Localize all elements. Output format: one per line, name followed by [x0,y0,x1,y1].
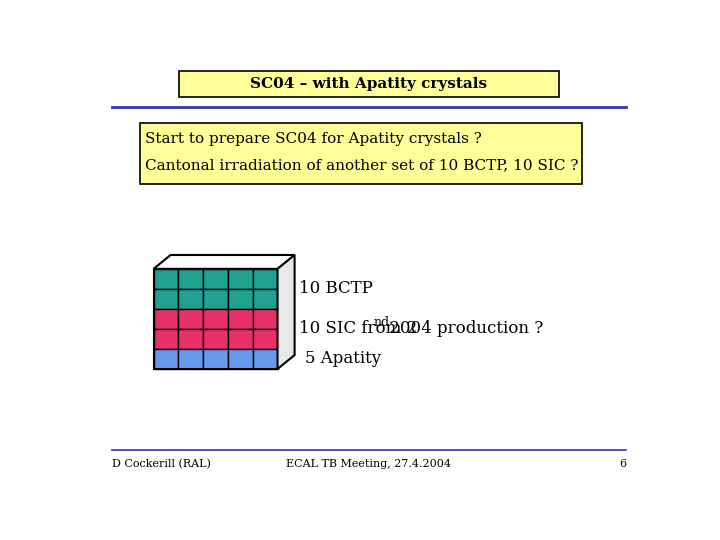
Bar [228,289,253,309]
Text: 10 SIC from 2: 10 SIC from 2 [300,320,418,338]
Bar [203,289,228,309]
Bar [153,269,277,369]
Bar [179,309,203,329]
Bar [179,269,203,289]
Bar [179,329,203,349]
Text: ECAL TB Meeting, 27.4.2004: ECAL TB Meeting, 27.4.2004 [287,458,451,469]
Bar [253,309,277,329]
Bar [203,349,228,369]
Bar [153,289,179,309]
Text: nd: nd [374,316,390,329]
Bar [203,269,228,289]
Text: Cantonal irradiation of another set of 10 BCTP, 10 SIC ?: Cantonal irradiation of another set of 1… [145,159,579,173]
Bar [253,349,277,369]
Text: 5 Apatity: 5 Apatity [305,350,382,367]
Polygon shape [277,255,294,369]
Bar [253,289,277,309]
Polygon shape [153,255,294,269]
Bar [153,269,179,289]
Bar [179,349,203,369]
Bar [153,309,179,329]
Text: 10 BCTP: 10 BCTP [300,280,373,298]
FancyBboxPatch shape [140,123,582,184]
Bar [228,349,253,369]
Bar [153,349,179,369]
Bar [253,269,277,289]
Bar [179,289,203,309]
Bar [228,269,253,289]
Bar [228,329,253,349]
Text: 2004 production ?: 2004 production ? [384,320,544,338]
Bar [203,309,228,329]
Text: Start to prepare SC04 for Apatity crystals ?: Start to prepare SC04 for Apatity crysta… [145,132,482,146]
Bar [228,309,253,329]
Bar [153,329,179,349]
FancyBboxPatch shape [179,71,559,97]
Bar [253,329,277,349]
Text: D Cockerill (RAL): D Cockerill (RAL) [112,458,210,469]
Text: SC04 – with Apatity crystals: SC04 – with Apatity crystals [251,77,487,91]
Bar [203,329,228,349]
Text: 6: 6 [619,458,626,469]
